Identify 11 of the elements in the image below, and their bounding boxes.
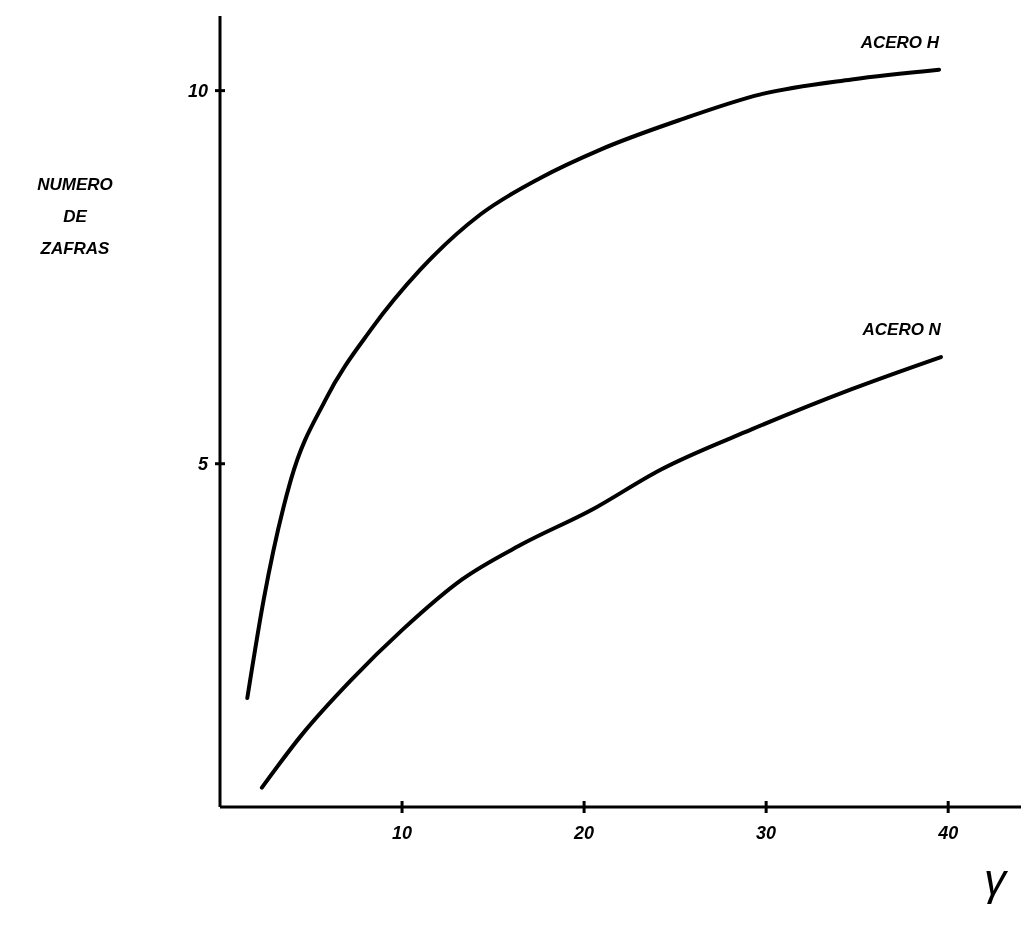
y-axis-title: NUMERO DE ZAFRAS: [37, 175, 113, 258]
line-series: [245, 67, 942, 701]
x-tick-label: 10: [392, 823, 413, 843]
series-label: ACERO N: [861, 320, 942, 340]
x-tick-label: 30: [756, 823, 777, 843]
y-tick-label: 5: [197, 454, 209, 475]
line-series: [259, 355, 943, 790]
series-label: ACERO H: [859, 32, 940, 52]
x-tick-label: 20: [573, 823, 595, 843]
x-axis-title: γ: [984, 855, 1009, 904]
x-tick-label: 40: [937, 823, 959, 843]
